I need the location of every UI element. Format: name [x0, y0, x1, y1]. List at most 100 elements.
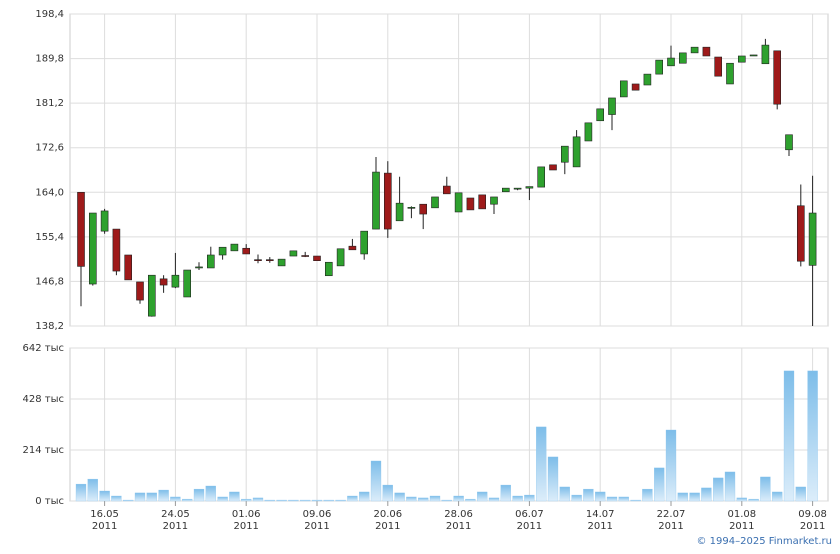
volume-bar — [465, 498, 476, 502]
volume-bar — [736, 497, 747, 502]
candle-body — [148, 274, 156, 317]
volume-bar — [654, 467, 665, 502]
volume-bar — [158, 489, 169, 502]
candle-body — [584, 122, 593, 142]
volume-bar — [524, 494, 535, 502]
volume-bar — [583, 488, 594, 502]
y-tick-label: 172,6 — [35, 143, 64, 154]
volume-bar — [547, 456, 559, 502]
volume-bar — [488, 497, 500, 502]
x-tick-label: 16.05 — [90, 509, 119, 520]
candle-body — [207, 254, 215, 269]
y-tick-label: 428 тыс — [23, 394, 64, 405]
candle-body — [112, 228, 121, 272]
volume-bar — [477, 491, 488, 502]
y-tick-label: 146,8 — [35, 276, 64, 287]
candle-body — [478, 194, 487, 210]
volume-bar — [134, 492, 146, 502]
candle-body — [171, 274, 180, 288]
candle-body — [572, 136, 581, 168]
candle-body — [324, 261, 333, 277]
x-tick-label: 14.07 — [586, 509, 615, 520]
candle-body — [124, 254, 132, 281]
volume-bar — [618, 496, 629, 502]
candle-body — [419, 203, 428, 215]
candle-body — [513, 187, 522, 190]
candle-body — [560, 145, 569, 163]
volume-bar — [795, 486, 806, 502]
volume-bar — [783, 370, 795, 502]
y-tick-label: 138,2 — [35, 321, 64, 332]
x-tick-year: 2011 — [233, 521, 258, 532]
candle-body — [89, 212, 97, 285]
x-tick-year: 2011 — [658, 521, 683, 532]
y-tick-label: 0 тыс — [35, 496, 64, 507]
candle-body — [407, 207, 416, 209]
volume-bar — [536, 426, 547, 502]
candle-body — [761, 44, 770, 65]
volume-bar — [429, 495, 441, 502]
volume-bar — [170, 496, 181, 502]
candle-body — [242, 247, 250, 255]
candle-body — [726, 62, 734, 85]
candle-body — [608, 97, 616, 115]
volume-bar — [713, 477, 724, 502]
volume-bar — [123, 499, 134, 502]
x-tick-label: 20.06 — [373, 509, 402, 520]
candle-body — [643, 73, 652, 86]
candle-body — [796, 205, 805, 262]
y-tick-label: 164,0 — [35, 187, 64, 198]
volume-bar — [807, 370, 818, 502]
candle-body — [254, 259, 262, 261]
volume-bar — [87, 478, 98, 502]
volume-bar — [382, 484, 393, 502]
candle-body — [596, 108, 605, 122]
x-tick-year: 2011 — [163, 521, 188, 532]
y-tick-label: 198,4 — [35, 9, 64, 20]
volume-bar — [642, 488, 653, 502]
x-tick-year: 2011 — [729, 521, 754, 532]
volume-bar — [182, 498, 193, 502]
volume-bar — [146, 492, 157, 502]
candle-body — [442, 185, 451, 195]
x-tick-year: 2011 — [587, 521, 612, 532]
volume-bar — [111, 495, 122, 502]
candle-body — [360, 230, 369, 255]
candle-body — [100, 210, 109, 232]
x-tick-year: 2011 — [800, 521, 825, 532]
candle-body — [383, 172, 392, 230]
candle-body — [714, 56, 723, 77]
candle-body — [336, 248, 345, 267]
x-tick-year: 2011 — [375, 521, 400, 532]
candle-body — [749, 54, 758, 57]
candle-body — [372, 171, 380, 230]
y-tick-label: 155,4 — [35, 232, 64, 243]
volume-bar — [441, 499, 452, 502]
candle-body — [631, 83, 640, 91]
volume-bar — [276, 499, 287, 502]
x-tick-year: 2011 — [92, 521, 117, 532]
volume-bar — [370, 460, 382, 502]
volume-bar — [229, 491, 240, 502]
candle-body — [808, 212, 817, 266]
candle-body — [265, 259, 274, 261]
volume-bar — [500, 484, 511, 502]
volume-bar — [252, 497, 264, 502]
candle-body — [466, 197, 475, 211]
candle-body — [77, 191, 85, 267]
volume-bar — [205, 485, 216, 502]
x-tick-year: 2011 — [517, 521, 542, 532]
volume-bar — [689, 492, 700, 502]
volume-bar — [288, 499, 299, 502]
candle-body — [159, 278, 168, 286]
credit[interactable]: © 1994–2025 Finmarket.ru — [696, 536, 832, 547]
x-tick-label: 06.07 — [515, 509, 544, 520]
candle-body — [501, 187, 510, 193]
volume-bar — [193, 488, 205, 502]
volume-bar — [453, 495, 464, 502]
volume-bar — [559, 486, 570, 502]
candle-body — [136, 281, 144, 301]
volume-bar — [571, 494, 582, 502]
candle-body — [195, 266, 203, 269]
